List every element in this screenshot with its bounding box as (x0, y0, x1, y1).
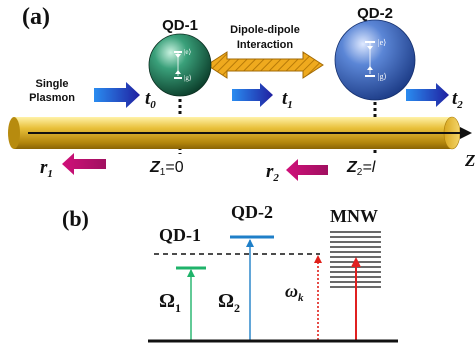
mnw-arrowhead (351, 257, 361, 267)
omegak-subscript: k (298, 292, 304, 304)
omegak-label: ω (285, 281, 298, 301)
level-qd1-label: QD-1 (159, 225, 201, 245)
svg-text:Ω2: Ω2 (218, 290, 240, 315)
qd2-sphere: |e⟩ |g⟩ (334, 19, 416, 101)
forward-arrow-t2 (406, 83, 449, 107)
svg-text:r2: r2 (266, 161, 279, 184)
panel-a-label: (a) (22, 4, 50, 30)
forward-arrow-t0 (94, 82, 140, 108)
r1-subscript: 1 (47, 168, 53, 180)
omega2-label: Ω (218, 290, 234, 312)
omega2-arrowhead (246, 239, 254, 247)
t1-subscript: 1 (287, 99, 293, 111)
svg-text:r1: r1 (40, 157, 53, 180)
z2-label: Z (346, 159, 358, 176)
omega1-label: Ω (159, 290, 175, 312)
level-mnw-label: MNW (330, 206, 378, 226)
omega1-subscript: 1 (175, 301, 181, 315)
qd1-excited-state: |e⟩ (184, 48, 192, 56)
t2-label: t (452, 88, 458, 109)
interaction-label-line2: Interaction (237, 39, 294, 51)
r2-label: r (266, 161, 274, 182)
t0-label: t (145, 88, 151, 109)
svg-text:t2: t2 (452, 88, 463, 111)
z1-value: =0 (165, 159, 183, 176)
omega2-subscript: 2 (234, 301, 240, 315)
level-qd2-label: QD-2 (231, 202, 273, 222)
omegak-arrowhead (314, 255, 322, 263)
z2-subscript: 2 (357, 167, 363, 178)
svg-text:t1: t1 (282, 88, 293, 111)
svg-text:ωk: ωk (285, 281, 304, 304)
qd2-excited-state: |e⟩ (378, 38, 386, 47)
r1-label: r (40, 157, 48, 178)
qd1-sphere: |e⟩ |g⟩ (148, 33, 212, 97)
qd2-label: QD-2 (357, 5, 393, 22)
single-plasmon-line1: Single (35, 78, 68, 90)
qd1-label: QD-1 (162, 17, 198, 34)
svg-text:Ω1: Ω1 (159, 290, 181, 315)
r2-subscript: 2 (272, 172, 279, 184)
z-axis-label: Z (464, 151, 475, 170)
omega1-arrowhead (187, 269, 195, 277)
qd1-ground-state: |g⟩ (184, 74, 192, 82)
svg-text:t0: t0 (145, 88, 156, 111)
panel-b-label: (b) (62, 206, 89, 231)
z2-value: =l (362, 159, 375, 176)
z1-subscript: 1 (160, 167, 166, 178)
t1-label: t (282, 88, 288, 109)
z-axis-arrowhead (460, 127, 472, 139)
qd2-ground-state: |g⟩ (378, 72, 387, 81)
backward-arrow-r1 (62, 153, 106, 175)
svg-text:Z1=0: Z1=0 (149, 159, 184, 178)
interaction-label-line1: Dipole-dipole (230, 24, 300, 36)
svg-text:Z2=l: Z2=l (346, 159, 376, 178)
t2-subscript: 2 (456, 99, 463, 111)
single-plasmon-line2: Plasmon (29, 92, 75, 104)
z1-label: Z (149, 159, 161, 176)
interaction-arrow (206, 51, 324, 79)
t0-subscript: 0 (150, 99, 156, 111)
forward-arrow-t1 (232, 83, 273, 107)
backward-arrow-r2 (286, 159, 328, 181)
